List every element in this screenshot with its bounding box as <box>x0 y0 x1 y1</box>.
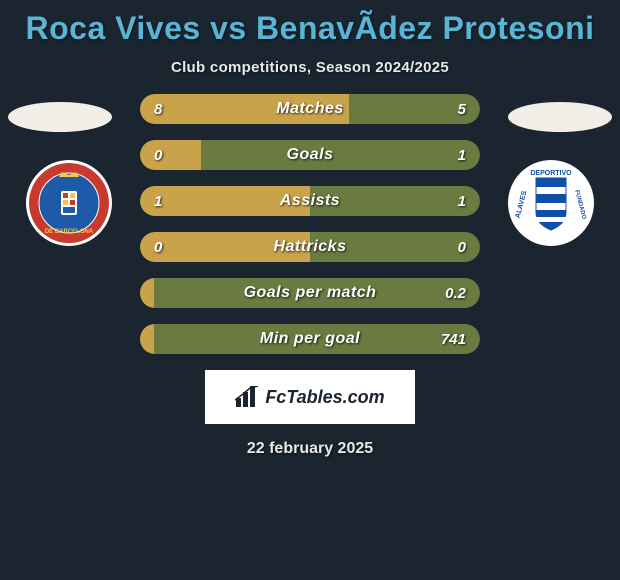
comparison-title: Roca Vives vs BenavÃ­dez Protesoni <box>0 0 620 47</box>
espanyol-badge-icon: DE BARCELONA <box>26 160 112 246</box>
stat-row: 741Min per goal <box>140 324 480 354</box>
stat-label: Goals per match <box>140 278 480 308</box>
comparison-stage: DE BARCELONA DEPORTIVO ALAVES FUNDADO 85… <box>0 94 620 354</box>
comparison-subtitle: Club competitions, Season 2024/2025 <box>0 59 620 76</box>
player-photo-right <box>508 102 612 132</box>
stat-bars: 85Matches 01Goals 11Assists 00Hattricks 0.2G… <box>140 94 480 354</box>
club-badge-left: DE BARCELONA <box>26 160 112 246</box>
svg-text:DEPORTIVO: DEPORTIVO <box>530 170 572 177</box>
footer-brand: FcTables.com <box>235 386 384 408</box>
stat-row: 01Goals <box>140 140 480 170</box>
stat-row: 11Assists <box>140 186 480 216</box>
stat-row: 00Hattricks <box>140 232 480 262</box>
player-photo-left <box>8 102 112 132</box>
stat-row: 0.2Goals per match <box>140 278 480 308</box>
bars-icon <box>235 386 261 408</box>
stat-row: 85Matches <box>140 94 480 124</box>
footer-brand-text: FcTables.com <box>265 387 384 408</box>
stat-label: Hattricks <box>140 232 480 262</box>
stat-label: Assists <box>140 186 480 216</box>
footer-brand-box: FcTables.com <box>205 370 415 424</box>
svg-text:DE BARCELONA: DE BARCELONA <box>45 229 94 235</box>
snapshot-date: 22 february 2025 <box>0 440 620 458</box>
stat-label: Goals <box>140 140 480 170</box>
stat-label: Matches <box>140 94 480 124</box>
club-badge-right: DEPORTIVO ALAVES FUNDADO <box>508 160 594 246</box>
stat-label: Min per goal <box>140 324 480 354</box>
alaves-badge-icon: DEPORTIVO ALAVES FUNDADO <box>508 160 594 246</box>
